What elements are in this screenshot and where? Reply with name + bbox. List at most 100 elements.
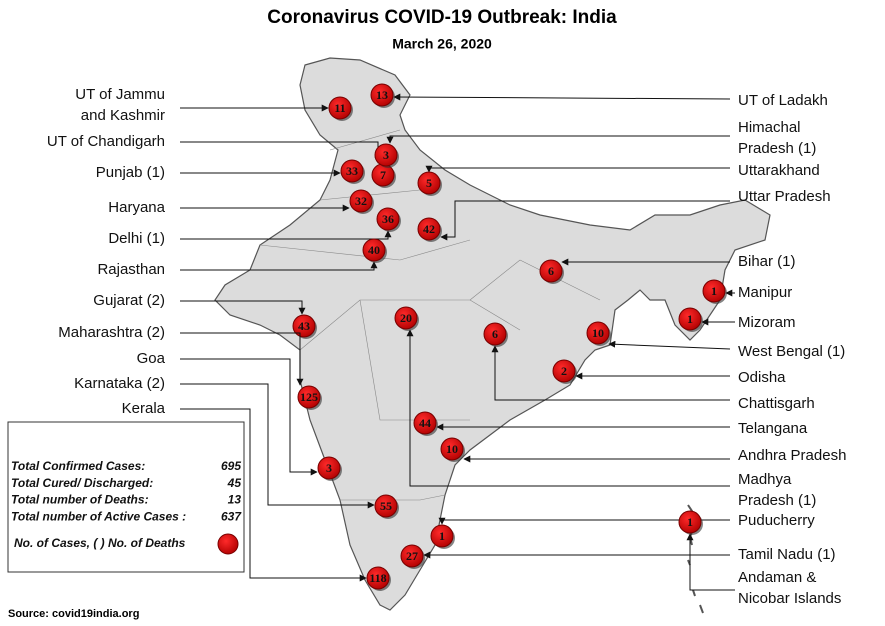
case-count: 33 — [346, 164, 358, 178]
case-count: 6 — [548, 264, 554, 278]
region-label: Nicobar Islands — [738, 590, 841, 607]
region-label: Himachal — [738, 119, 801, 136]
case-marker — [400, 544, 424, 568]
leader-line — [180, 383, 375, 509]
region-label: and Kashmir — [81, 107, 165, 124]
region-label: Kerala — [122, 400, 166, 417]
case-count: 7 — [380, 168, 386, 182]
case-marker — [328, 96, 352, 120]
summary-value: 45 — [227, 476, 242, 490]
summary-label: Total Cured/ Discharged: — [11, 476, 153, 490]
leader-line — [180, 408, 367, 582]
case-marker — [539, 259, 563, 283]
region-label: Telangana — [738, 420, 808, 437]
summary-value: 695 — [221, 459, 241, 473]
case-marker — [349, 189, 373, 213]
case-marker — [374, 494, 398, 518]
leader-line — [425, 165, 730, 173]
case-count: 32 — [355, 194, 367, 208]
region-label: Delhi (1) — [108, 230, 165, 247]
case-count: 1 — [439, 529, 445, 543]
case-count: 1 — [687, 515, 693, 529]
region-label: Uttar Pradesh — [738, 188, 831, 205]
leader-line — [180, 230, 392, 240]
case-count: 125 — [300, 390, 318, 404]
region-label: Manipur — [738, 284, 792, 301]
source: Source: covid19india.org — [8, 608, 139, 620]
case-marker — [430, 524, 454, 548]
case-count: 3 — [383, 148, 389, 162]
region-label: Uttarakhand — [738, 162, 820, 179]
case-marker — [413, 411, 437, 435]
summary-value: 13 — [228, 493, 242, 507]
case-count: 13 — [376, 88, 388, 102]
case-marker — [678, 510, 702, 534]
case-marker — [362, 238, 386, 262]
region-label: Punjab (1) — [96, 164, 165, 181]
leader-line — [386, 135, 730, 144]
leader-line — [440, 200, 730, 241]
case-marker — [417, 217, 441, 241]
summary-label: Total number of Deaths: — [11, 493, 149, 507]
case-count: 3 — [326, 461, 332, 475]
case-count: 2 — [561, 364, 567, 378]
region-label: Gujarat (2) — [93, 292, 165, 309]
case-marker — [366, 566, 390, 590]
summary-label: Total Confirmed Cases: — [11, 459, 145, 473]
legend-text: No. of Cases, ( ) No. of Deaths — [14, 536, 186, 550]
leader-line — [406, 329, 730, 487]
case-count: 44 — [419, 416, 431, 430]
region-label: Andaman & — [738, 569, 816, 586]
leader-line — [686, 533, 735, 591]
case-marker — [702, 279, 726, 303]
subtitle: March 26, 2020 — [392, 36, 492, 52]
region-label: Mizoram — [738, 314, 796, 331]
summary-label: Total number of Active Cases : — [11, 509, 186, 523]
leader-line — [180, 358, 318, 476]
region-label: Rajasthan — [97, 261, 165, 278]
case-marker — [417, 171, 441, 195]
case-count: 118 — [369, 571, 386, 585]
case-marker — [317, 456, 341, 480]
case-count: 27 — [406, 549, 418, 563]
case-marker — [440, 437, 464, 461]
case-marker — [297, 385, 321, 409]
region-label: Goa — [137, 350, 166, 367]
summary-value: 637 — [221, 509, 242, 523]
region-label: Maharashtra (2) — [58, 324, 165, 341]
case-count: 55 — [380, 499, 392, 513]
case-count: 1 — [687, 312, 693, 326]
case-count: 1 — [711, 284, 717, 298]
legend-dot — [217, 533, 239, 555]
case-count: 5 — [426, 176, 432, 190]
case-marker — [340, 159, 364, 183]
case-count: 36 — [382, 212, 394, 226]
region-label: Haryana — [108, 199, 165, 216]
leader-line — [438, 517, 730, 525]
case-marker — [376, 207, 400, 231]
region-label: Chattisgarh — [738, 395, 815, 412]
summary-box — [7, 421, 245, 573]
case-marker — [586, 321, 610, 345]
case-marker — [394, 306, 418, 330]
case-marker — [678, 307, 702, 331]
leader-line — [180, 300, 306, 315]
region-label: UT of Ladakh — [738, 92, 828, 109]
leader-line — [180, 332, 304, 386]
case-count: 6 — [492, 327, 498, 341]
case-count: 40 — [368, 243, 380, 257]
region-label: West Bengal (1) — [738, 343, 845, 360]
leader-line — [491, 345, 730, 401]
case-marker — [374, 143, 398, 167]
region-label: Pradesh (1) — [738, 492, 816, 509]
region-label: Pradesh (1) — [738, 140, 816, 157]
region-label: UT of Chandigarh — [47, 133, 165, 150]
region-label: Puducherry — [738, 512, 815, 529]
case-marker — [370, 83, 394, 107]
region-label: Tamil Nadu (1) — [738, 546, 836, 563]
region-label: Karnataka (2) — [74, 375, 165, 392]
region-label: Odisha — [738, 369, 786, 386]
case-count: 42 — [423, 222, 435, 236]
region-label: Bihar (1) — [738, 253, 796, 270]
